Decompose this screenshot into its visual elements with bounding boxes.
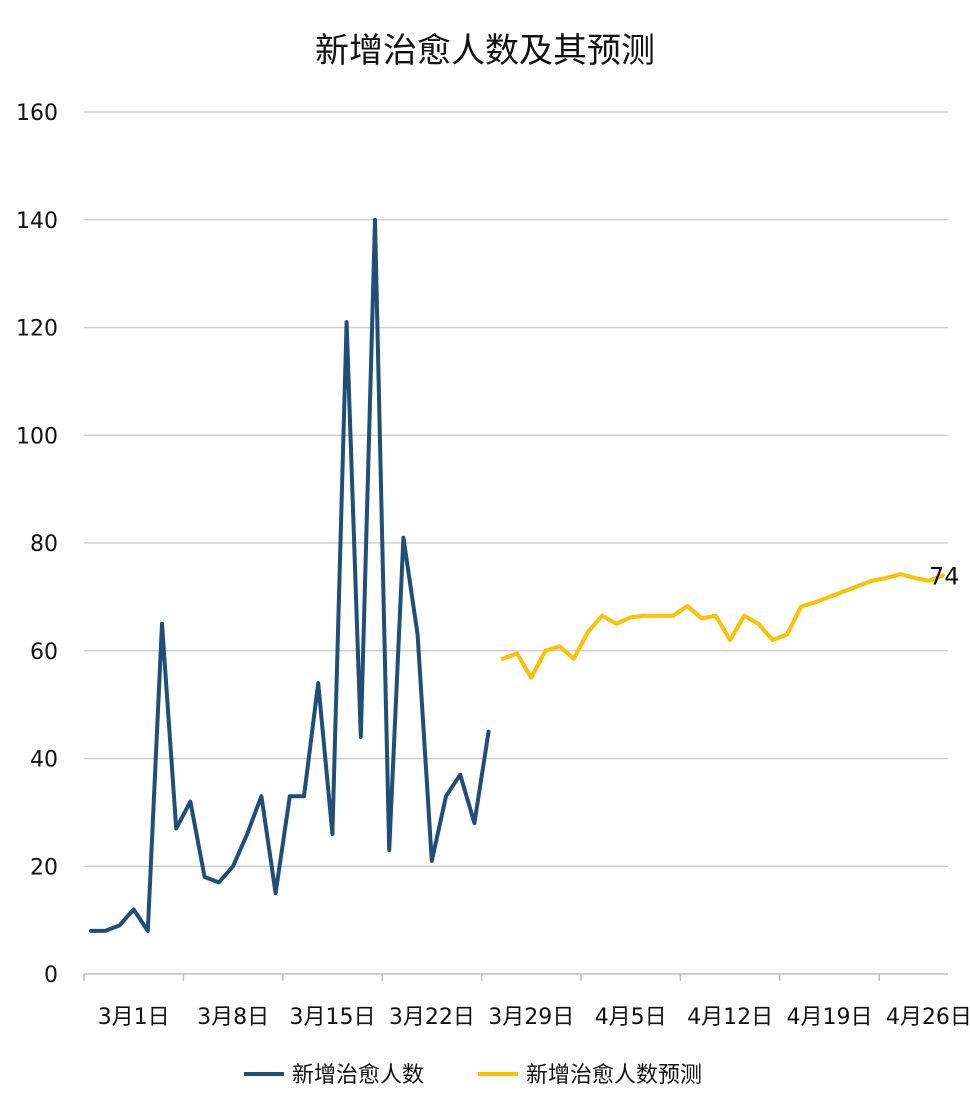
y-tick-label: 60 bbox=[30, 640, 58, 665]
gridlines bbox=[84, 111, 948, 867]
y-tick-label: 100 bbox=[16, 424, 58, 449]
x-tick-label: 3月1日 bbox=[98, 1005, 170, 1030]
x-tick-label: 3月8日 bbox=[197, 1005, 269, 1030]
data-label: 74 bbox=[929, 562, 960, 590]
legend: 新增治愈人数 新增治愈人数预测 bbox=[244, 1063, 702, 1088]
y-tick-label: 120 bbox=[16, 317, 58, 342]
x-tick-label: 4月5日 bbox=[595, 1005, 667, 1030]
y-tick-label: 160 bbox=[16, 101, 58, 126]
x-tick-label: 3月22日 bbox=[389, 1005, 475, 1030]
x-axis: 3月1日 3月8日 3月15日 3月22日 3月29日 4月5日 4月12日 4月19日 4月2… bbox=[83, 973, 970, 1030]
legend-label: 新增治愈人数 bbox=[292, 1063, 424, 1088]
chart-title: 新增治愈人数及其预测 bbox=[315, 31, 655, 71]
x-tick-label: 4月12日 bbox=[687, 1005, 773, 1030]
y-tick-label: 140 bbox=[16, 209, 58, 234]
series-lines bbox=[89, 217, 945, 933]
y-tick-label: 80 bbox=[30, 532, 58, 557]
legend-label: 新增治愈人数预测 bbox=[526, 1063, 702, 1088]
x-tick-label: 3月15日 bbox=[290, 1005, 376, 1030]
x-tick-label: 3月29日 bbox=[488, 1005, 574, 1030]
x-tick-label: 4月19日 bbox=[787, 1005, 873, 1030]
y-tick-label: 0 bbox=[44, 963, 58, 988]
y-axis-tick-labels: 0 20 40 60 80 100 120 140 160 bbox=[16, 101, 58, 988]
data-labels: 74 bbox=[929, 562, 960, 590]
series-line-1 bbox=[500, 572, 945, 680]
x-tick-label: 4月26日 bbox=[886, 1005, 970, 1030]
y-tick-label: 40 bbox=[30, 748, 58, 773]
series-line-0 bbox=[89, 217, 491, 933]
y-tick-label: 20 bbox=[30, 855, 58, 880]
